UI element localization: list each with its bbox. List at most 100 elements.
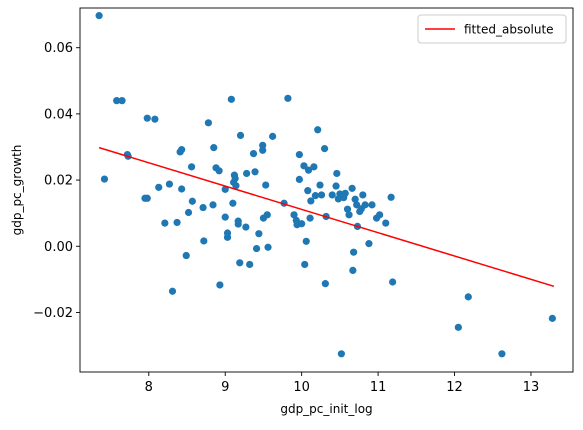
data-point-73 (310, 163, 318, 171)
data-point-43 (236, 131, 245, 139)
data-point-41 (234, 217, 242, 225)
data-point-46 (246, 260, 254, 269)
data-point-101 (365, 240, 373, 248)
data-point-66 (300, 162, 308, 170)
fit-line (98, 146, 555, 288)
data-point-45 (243, 169, 251, 178)
data-point-42 (236, 259, 244, 267)
data-point-94 (351, 195, 359, 203)
data-point-9 (151, 115, 159, 123)
data-point-17 (178, 185, 186, 193)
y-axis-label: gdp_pc_growth (10, 145, 24, 236)
data-point-88 (341, 189, 349, 197)
data-point-89 (343, 205, 352, 213)
data-point-28 (215, 167, 223, 175)
data-point-100 (361, 201, 369, 209)
y-tick-label-0: −0.02 (33, 306, 73, 321)
y-axis-ticks: −0.02 0.00 0.02 0.04 0.06 (33, 41, 80, 321)
data-point-49 (252, 244, 261, 253)
data-point-69 (304, 187, 312, 195)
data-point-18 (182, 251, 190, 260)
data-point-13 (168, 287, 177, 295)
data-point-48 (251, 168, 259, 176)
data-point-71 (306, 214, 314, 222)
data-point-60 (290, 211, 298, 219)
data-point-39 (232, 182, 240, 190)
data-point-93 (350, 248, 358, 256)
data-point-63 (295, 175, 303, 184)
data-point-7 (143, 194, 151, 202)
data-point-110 (498, 350, 506, 358)
data-point-83 (333, 169, 341, 178)
data-point-19 (184, 208, 193, 217)
x-tick-label-1: 9 (221, 380, 229, 395)
data-point-25 (209, 201, 217, 209)
x-axis-ticks: 8 9 10 11 12 13 (145, 372, 540, 395)
data-point-99 (359, 191, 367, 199)
data-point-72 (307, 197, 315, 205)
data-point-105 (382, 219, 390, 227)
data-point-78 (320, 145, 329, 153)
data-point-67 (301, 260, 309, 269)
x-tick-label-2: 10 (293, 380, 310, 395)
data-point-44 (242, 223, 250, 231)
fit-line-layer (98, 146, 555, 288)
data-point-65 (298, 220, 306, 228)
y-tick-label-4: 0.06 (44, 41, 73, 56)
data-point-77 (317, 191, 326, 199)
legend-label-fit-line: fitted_absolute (464, 23, 554, 37)
data-point-91 (348, 184, 356, 192)
data-point-59 (284, 94, 292, 102)
data-point-1 (100, 175, 109, 183)
data-point-70 (304, 166, 313, 174)
data-point-12 (165, 180, 174, 188)
data-point-51 (259, 146, 267, 154)
data-point-55 (263, 211, 271, 219)
data-point-68 (302, 237, 310, 245)
y-tick-label-1: 0.00 (44, 240, 73, 255)
data-point-104 (376, 211, 384, 219)
points-layer (95, 12, 556, 358)
legend-box (417, 14, 567, 44)
data-point-10 (155, 183, 163, 191)
data-point-8 (143, 114, 151, 122)
data-point-22 (199, 203, 207, 212)
data-point-102 (368, 201, 376, 209)
data-point-108 (454, 323, 462, 331)
data-point-3 (118, 97, 126, 105)
data-point-111 (548, 314, 556, 322)
data-point-107 (389, 278, 397, 286)
data-point-2 (113, 97, 121, 105)
x-tick-label-4: 12 (446, 380, 463, 395)
data-point-23 (200, 237, 208, 245)
legend: fitted_absolute (417, 14, 567, 44)
data-point-52 (259, 141, 267, 149)
data-point-57 (269, 132, 277, 140)
data-point-82 (332, 182, 340, 190)
data-point-81 (328, 191, 336, 199)
data-point-14 (173, 218, 181, 227)
data-point-16 (178, 146, 186, 154)
data-point-20 (187, 163, 196, 171)
x-tick-label-3: 11 (370, 380, 387, 395)
data-point-0 (95, 12, 103, 20)
x-axis-label: gdp_pc_init_log (280, 402, 372, 416)
data-point-33 (223, 229, 232, 237)
y-tick-label-3: 0.04 (44, 107, 73, 122)
data-point-50 (255, 230, 263, 238)
data-point-76 (316, 181, 324, 189)
data-point-79 (321, 280, 329, 288)
data-point-64 (295, 150, 303, 159)
data-point-56 (264, 243, 272, 251)
data-point-34 (227, 95, 235, 103)
data-point-35 (229, 199, 237, 207)
data-point-38 (231, 174, 239, 183)
data-point-24 (204, 119, 213, 127)
data-point-92 (349, 266, 357, 275)
data-point-86 (337, 350, 345, 358)
x-tick-label-5: 13 (523, 380, 540, 395)
data-point-11 (161, 219, 169, 227)
data-point-54 (262, 181, 270, 189)
data-point-106 (387, 193, 395, 201)
